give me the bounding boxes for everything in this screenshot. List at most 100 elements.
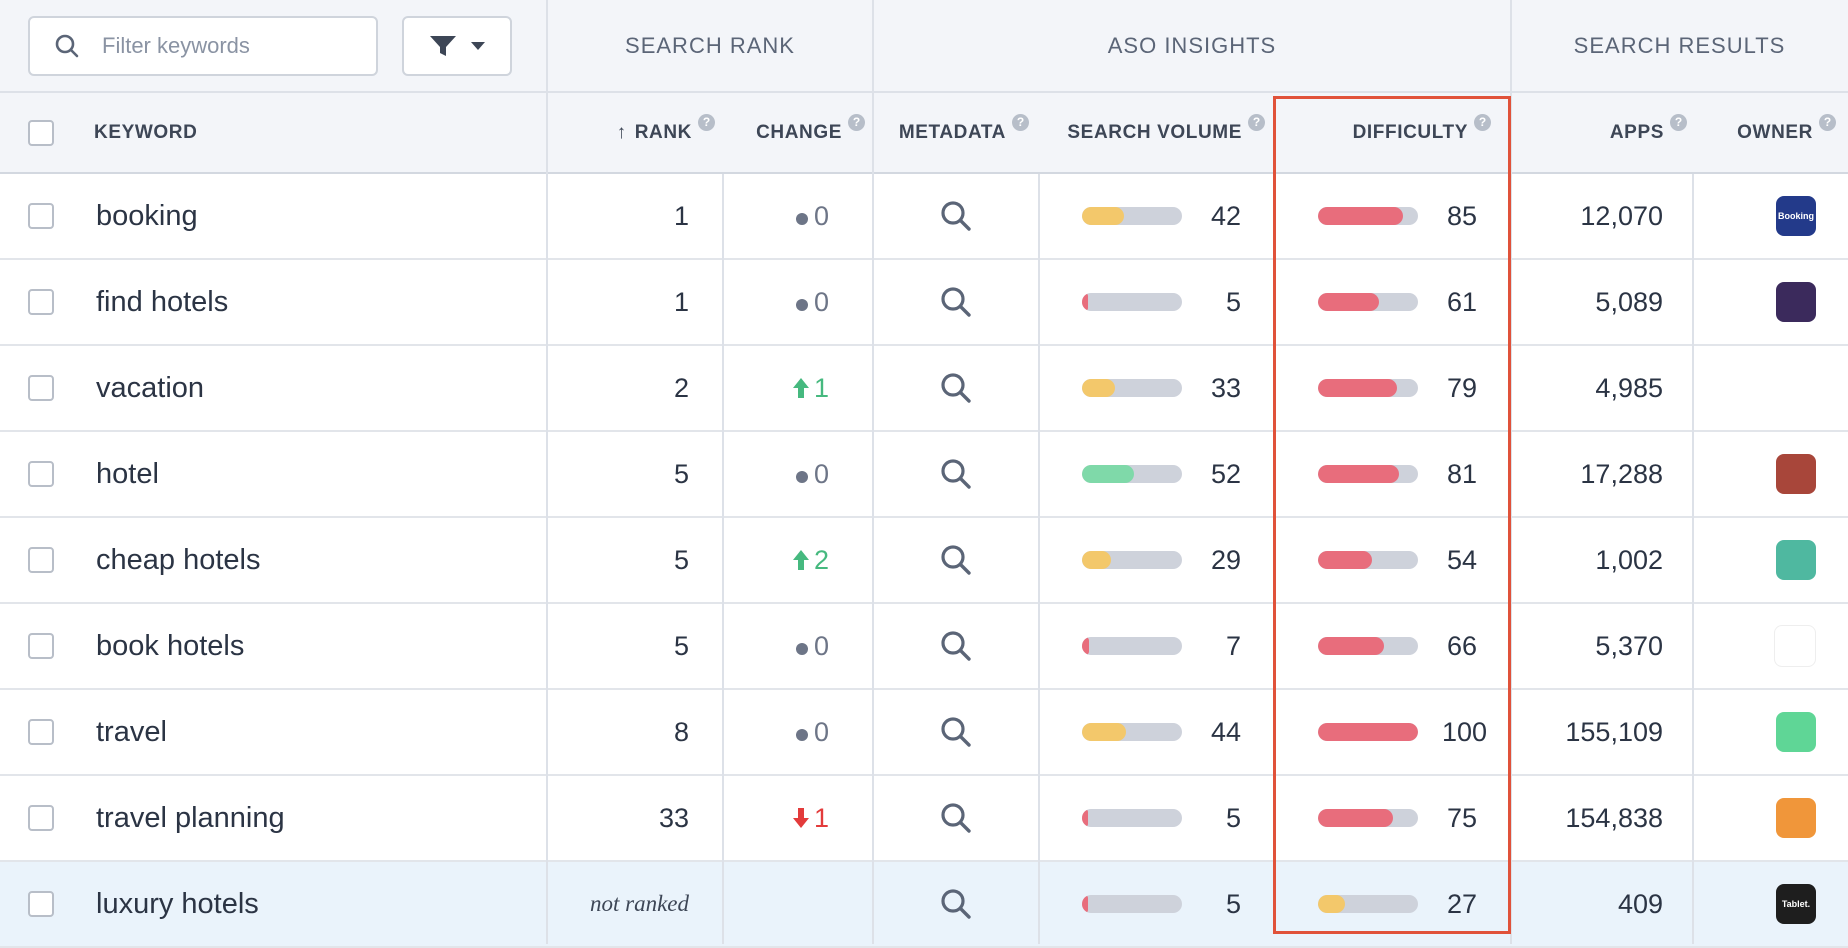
- table-row[interactable]: vacation 2 1 33 79 4,985: [0, 346, 1848, 432]
- owner-help-icon[interactable]: ?: [1819, 114, 1836, 131]
- search-volume-bar: [1082, 465, 1182, 483]
- search-metadata-icon[interactable]: [939, 457, 973, 491]
- metadata-cell[interactable]: [873, 862, 1039, 946]
- header-rank-cell[interactable]: ↑ RANK ?: [547, 93, 723, 174]
- search-metadata-icon[interactable]: [939, 887, 973, 921]
- header-owner[interactable]: OWNER: [1737, 121, 1813, 143]
- table-row[interactable]: luxury hotels not ranked 5 27 409 Tablet.: [0, 862, 1848, 948]
- apps-count: 155,109: [1565, 716, 1663, 747]
- row-checkbox[interactable]: [28, 203, 54, 229]
- no-change-dot-icon: [795, 298, 808, 311]
- metadata-cell[interactable]: [873, 432, 1039, 516]
- header-owner-cell[interactable]: OWNER ?: [1693, 93, 1848, 174]
- table-row[interactable]: travel 8 0 44 100 155,109: [0, 690, 1848, 776]
- apps-cell: 1,002: [1511, 518, 1693, 602]
- difficulty-value: 75: [1446, 802, 1477, 833]
- table-row[interactable]: find hotels 1 0 5 61 5,089: [0, 260, 1848, 346]
- filter-dropdown-button[interactable]: [402, 16, 512, 76]
- header-difficulty[interactable]: DIFFICULTY: [1352, 121, 1468, 143]
- row-checkbox[interactable]: [28, 805, 54, 831]
- metadata-cell[interactable]: [873, 690, 1039, 774]
- booking-app-icon[interactable]: Booking: [1776, 196, 1816, 236]
- apps-help-icon[interactable]: ?: [1670, 114, 1687, 131]
- search-volume-value: 42: [1210, 200, 1241, 231]
- keyword-cell[interactable]: cheap hotels: [96, 518, 536, 602]
- search-metadata-icon[interactable]: [939, 629, 973, 663]
- search-volume-bar-fill: [1082, 207, 1124, 225]
- header-search-volume-cell[interactable]: SEARCH VOLUME ?: [1039, 93, 1271, 174]
- header-difficulty-cell[interactable]: DIFFICULTY ?: [1271, 93, 1511, 174]
- header-apps[interactable]: APPS: [1609, 121, 1664, 143]
- metadata-help-icon[interactable]: ?: [1012, 114, 1029, 131]
- search-metadata-icon[interactable]: [939, 801, 973, 835]
- difficulty-help-icon[interactable]: ?: [1474, 114, 1491, 131]
- filter-keywords-input[interactable]: Filter keywords: [28, 16, 378, 76]
- search-metadata-icon[interactable]: [939, 285, 973, 319]
- table-row[interactable]: hotel 5 0 52 81 17,288: [0, 432, 1848, 518]
- header-apps-cell[interactable]: APPS ?: [1511, 93, 1693, 174]
- metadata-cell[interactable]: [873, 174, 1039, 258]
- apps-cell: 17,288: [1511, 432, 1693, 516]
- header-change-cell[interactable]: CHANGE ?: [723, 93, 873, 174]
- keyword-cell[interactable]: luxury hotels: [96, 862, 536, 946]
- rank-value: 2: [673, 372, 689, 403]
- tablet-app-icon[interactable]: Tablet.: [1776, 884, 1816, 924]
- search-volume-bar: [1082, 895, 1182, 913]
- difficulty-bar-fill: [1318, 465, 1399, 483]
- row-checkbox[interactable]: [28, 547, 54, 573]
- search-metadata-icon[interactable]: [939, 715, 973, 749]
- table-row[interactable]: book hotels 5 0 7 66 5,370: [0, 604, 1848, 690]
- row-checkbox[interactable]: [28, 289, 54, 315]
- row-checkbox[interactable]: [28, 633, 54, 659]
- metadata-cell[interactable]: [873, 346, 1039, 430]
- table-row[interactable]: booking 1 0 42 85 12,070 Booking: [0, 174, 1848, 260]
- change-cell: [723, 862, 873, 946]
- search-metadata-icon[interactable]: [939, 199, 973, 233]
- select-all-checkbox[interactable]: [28, 119, 54, 146]
- keyword-cell[interactable]: travel planning: [96, 776, 536, 860]
- rank-help-icon[interactable]: ?: [698, 114, 715, 131]
- row-checkbox[interactable]: [28, 375, 54, 401]
- search-metadata-icon[interactable]: [939, 543, 973, 577]
- rank-cell: 5: [547, 432, 723, 516]
- header-search-volume[interactable]: SEARCH VOLUME: [1067, 121, 1242, 143]
- change-cell: 0: [723, 690, 873, 774]
- metadata-cell[interactable]: [873, 518, 1039, 602]
- header-metadata-cell[interactable]: METADATA ?: [873, 93, 1039, 174]
- keyword-cell[interactable]: vacation: [96, 346, 536, 430]
- keyword-cell[interactable]: travel: [96, 690, 536, 774]
- keyword-cell[interactable]: hotel: [96, 432, 536, 516]
- tripadvisor-app-icon[interactable]: [1776, 712, 1816, 752]
- row-checkbox-cell: [28, 432, 68, 516]
- row-checkbox[interactable]: [28, 891, 54, 917]
- change-help-icon[interactable]: ?: [848, 114, 865, 131]
- header-change[interactable]: CHANGE: [756, 121, 842, 143]
- search-volume-value: 5: [1225, 888, 1241, 919]
- keyword-cell[interactable]: book hotels: [96, 604, 536, 688]
- hotel-game-app-icon[interactable]: [1776, 454, 1816, 494]
- rank-cell: 5: [547, 604, 723, 688]
- row-checkbox[interactable]: [28, 461, 54, 487]
- search-volume-help-icon[interactable]: ?: [1248, 114, 1265, 131]
- keyword-cell[interactable]: find hotels: [96, 260, 536, 344]
- table-row[interactable]: travel planning 33 1 5 75 154,838: [0, 776, 1848, 862]
- metadata-cell[interactable]: [873, 604, 1039, 688]
- metadata-cell[interactable]: [873, 260, 1039, 344]
- row-checkbox[interactable]: [28, 719, 54, 745]
- header-rank[interactable]: RANK: [634, 121, 692, 143]
- divider: [1692, 174, 1694, 944]
- hotels-h-app-icon[interactable]: [1774, 625, 1816, 667]
- door-tag-app-icon[interactable]: [1776, 540, 1816, 580]
- keyword-cell[interactable]: booking: [96, 174, 536, 258]
- header-metadata[interactable]: METADATA: [898, 121, 1006, 143]
- table-row[interactable]: cheap hotels 5 2 29 54 1,002: [0, 518, 1848, 604]
- apps-cell: 155,109: [1511, 690, 1693, 774]
- header-keyword[interactable]: KEYWORD: [94, 121, 198, 143]
- search-metadata-icon[interactable]: [939, 371, 973, 405]
- metadata-cell[interactable]: [873, 776, 1039, 860]
- bed-app-icon[interactable]: [1776, 282, 1816, 322]
- change-cell: 2: [723, 518, 873, 602]
- difficulty-bar-fill: [1318, 895, 1345, 913]
- owner-cell: Booking: [1693, 174, 1848, 258]
- route-app-icon[interactable]: [1776, 798, 1816, 838]
